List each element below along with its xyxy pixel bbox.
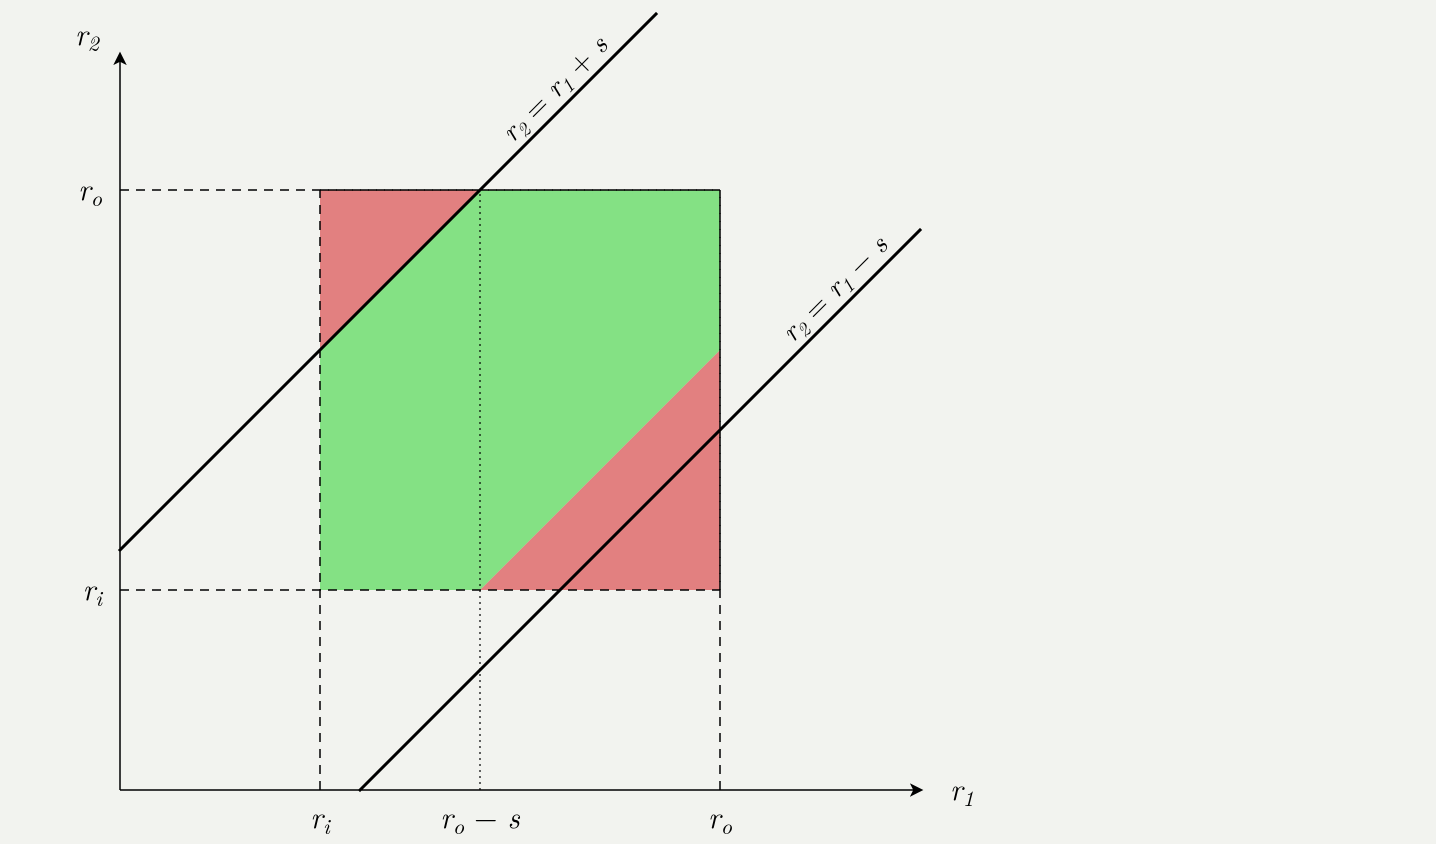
x-axis-label: r1 xyxy=(950,766,974,813)
y-axis-label: r2 xyxy=(75,11,101,58)
y-tick-ro: ro xyxy=(78,166,103,213)
x-tick-ri: ri xyxy=(310,794,331,841)
line-upper-label: r2 = r1 + s xyxy=(491,24,618,151)
x-tick-ro: ro xyxy=(708,794,733,841)
diagram: r1 r2 ri ro − s ro ri ro r2 = r1 + s r2 … xyxy=(0,0,1436,844)
line-lower-label: r2 = r1 − s xyxy=(771,224,898,351)
y-tick-ri: ri xyxy=(83,566,104,613)
x-tick-ro-s: ro − s xyxy=(440,794,520,841)
